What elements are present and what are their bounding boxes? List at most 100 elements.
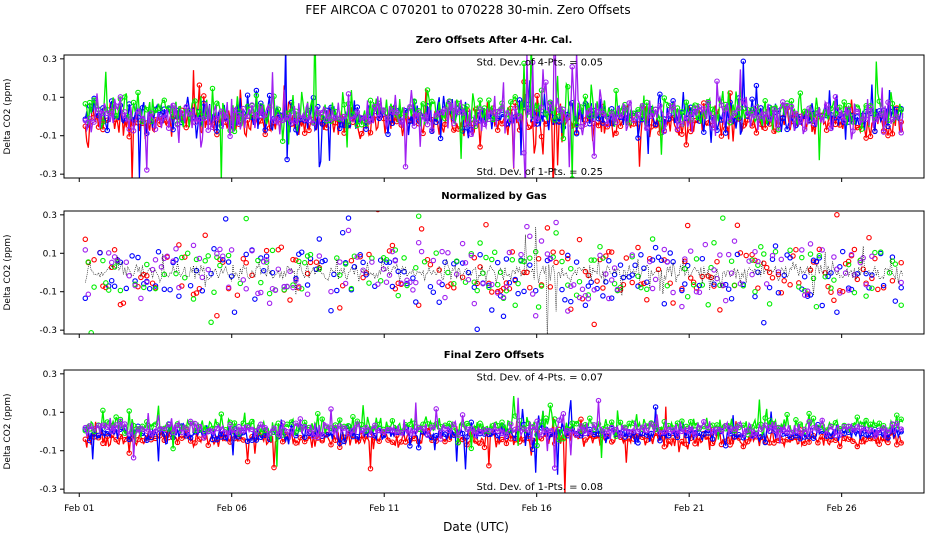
data-point <box>898 130 904 136</box>
data-point <box>565 282 571 288</box>
series-line <box>84 55 904 178</box>
data-point <box>613 130 619 136</box>
plot-frame <box>63 210 925 335</box>
data-point <box>718 133 725 139</box>
data-point <box>687 128 694 135</box>
data-point <box>86 437 93 444</box>
data-point <box>304 282 311 288</box>
data-point <box>148 110 154 116</box>
data-point <box>91 284 97 290</box>
data-point <box>389 248 396 255</box>
data-point <box>622 425 628 431</box>
y-tick-label: 0.1 <box>43 408 57 418</box>
data-point <box>187 435 194 441</box>
data-point <box>810 257 817 264</box>
data-point <box>220 256 226 263</box>
data-point <box>682 281 688 287</box>
data-point <box>560 106 567 113</box>
data-point <box>152 257 159 263</box>
data-point <box>753 432 760 439</box>
data-point <box>508 118 514 124</box>
data-point <box>392 258 399 264</box>
data-point <box>360 259 366 266</box>
data-point <box>799 254 805 261</box>
data-point <box>451 280 457 287</box>
data-point <box>714 111 720 117</box>
data-point <box>617 262 624 268</box>
data-point <box>161 426 168 433</box>
data-point <box>234 292 241 298</box>
data-point <box>889 116 896 123</box>
data-point <box>608 249 615 255</box>
data-point <box>810 435 817 441</box>
data-point <box>752 288 758 295</box>
data-point <box>170 102 176 109</box>
data-point <box>341 113 347 120</box>
data-point <box>722 442 729 449</box>
data-point <box>727 117 733 124</box>
data-point <box>334 255 340 261</box>
series-line <box>85 226 903 334</box>
data-point <box>298 249 305 255</box>
data-point <box>376 438 382 445</box>
data-point <box>122 421 128 427</box>
data-point <box>518 258 524 264</box>
data-point <box>103 280 109 286</box>
data-point <box>209 428 216 435</box>
data-point <box>823 431 830 437</box>
data-point <box>155 249 162 255</box>
data-point <box>600 285 606 291</box>
data-point <box>214 312 220 319</box>
y-axis-label: Delta CO2 (ppm) <box>3 234 13 310</box>
data-point <box>214 254 220 261</box>
data-point <box>85 291 92 298</box>
data-point <box>494 108 501 115</box>
data-point <box>766 269 773 276</box>
data-point <box>199 288 206 294</box>
data-point <box>797 435 804 442</box>
data-point <box>360 274 366 281</box>
data-point <box>187 108 194 115</box>
data-point <box>810 259 817 265</box>
data-point <box>845 261 852 268</box>
data-point <box>755 258 761 265</box>
data-point <box>867 427 874 433</box>
data-point <box>705 120 711 126</box>
data-point <box>111 247 118 253</box>
data-point <box>604 121 611 128</box>
data-point <box>570 282 577 288</box>
data-point <box>182 254 188 260</box>
data-point <box>736 422 742 428</box>
data-point <box>424 432 431 439</box>
data-point <box>746 258 752 264</box>
data-point <box>559 258 565 265</box>
data-point <box>284 283 290 290</box>
data-point <box>176 242 182 248</box>
data-point <box>547 428 554 434</box>
data-point <box>296 283 302 290</box>
data-point <box>86 99 93 106</box>
data-point <box>262 127 268 133</box>
data-point <box>797 117 804 124</box>
data-point <box>652 422 659 428</box>
data-point <box>395 268 401 275</box>
data-point <box>187 418 194 425</box>
data-point <box>644 286 650 293</box>
data-point <box>455 432 461 439</box>
data-point <box>345 430 352 437</box>
data-point <box>316 253 323 259</box>
data-point <box>146 285 153 292</box>
data-point <box>258 421 264 428</box>
data-point <box>415 444 422 451</box>
data-point <box>459 260 466 266</box>
data-point <box>354 433 361 440</box>
data-point <box>345 215 352 221</box>
data-point <box>173 257 179 263</box>
data-point <box>565 113 571 119</box>
data-point <box>279 199 283 203</box>
data-point <box>263 247 270 254</box>
data-point <box>165 156 169 160</box>
data-point <box>411 123 418 129</box>
data-point <box>369 259 375 265</box>
data-point <box>696 282 703 289</box>
